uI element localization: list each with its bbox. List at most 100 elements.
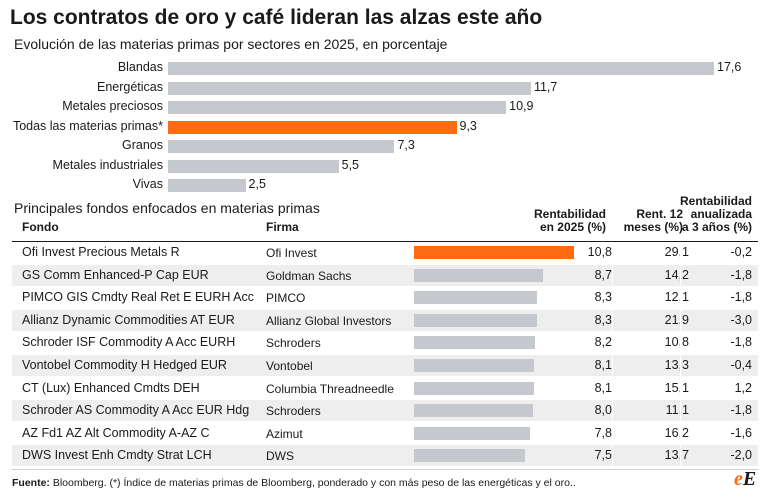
firm-cell: Schroders — [266, 404, 321, 419]
firm-cell: Columbia Threadneedle — [266, 381, 394, 396]
return-3y-cell: -1,8 — [730, 290, 752, 305]
sector-label: Granos — [122, 138, 163, 152]
sector-bar — [168, 140, 395, 153]
sector-bar-row: Granos 7,3 — [0, 137, 770, 156]
fund-name-cell: Ofi Invest Precious Metals R — [22, 245, 180, 259]
sector-bar — [168, 81, 531, 95]
return-3y-cell: -3,0 — [730, 312, 752, 327]
return-bar — [414, 268, 543, 282]
sector-label: Blandas — [117, 60, 163, 74]
return-bar — [414, 291, 537, 305]
sector-bar — [168, 179, 246, 192]
fund-name-cell: DWS Invest Enh Cmdty Strat LCH — [22, 448, 212, 463]
return-bar — [414, 246, 574, 259]
fund-name-cell: Schroder AS Commodity A Acc EUR Hdg — [22, 403, 250, 418]
return-3y-cell: -1,8 — [730, 267, 752, 282]
logo-letter-E: E — [742, 468, 757, 490]
fund-name-cell: AZ Fd1 AZ Alt Commodity A-AZ C — [22, 425, 210, 440]
fund-name-cell: CT (Lux) Enhanced Cmdts DEH — [22, 380, 200, 395]
return-bar — [414, 426, 530, 440]
header-r12-line1: Rent. 12 — [636, 207, 683, 221]
return-2025-cell: 8,3 — [594, 290, 612, 305]
header-fondo: Fondo — [22, 220, 59, 234]
return-2025-cell: 8,3 — [594, 312, 612, 327]
table-row: PIMCO GIS Cmdty Real Ret E EURH Acc PIMCO… — [12, 287, 758, 308]
return-bar — [414, 313, 537, 327]
return-12m-cell: 13,7 — [664, 448, 689, 463]
sector-bar — [168, 101, 507, 114]
table-row: AZ Fd1 AZ Alt Commodity A-AZ C Azimut 7,8 1… — [12, 423, 758, 444]
table-row: Schroder ISF Commodity A Acc EURH Schrode… — [12, 332, 758, 353]
table-title: Principales fondos enfocados en materias… — [14, 200, 320, 216]
return-bar — [414, 381, 534, 395]
firm-cell: Ofi Invest — [266, 246, 317, 260]
sector-bar — [168, 120, 457, 134]
header-r3-line3: a 3 años (%) — [681, 220, 752, 234]
return-3y-cell: -1,8 — [730, 403, 752, 418]
return-2025-cell: 8,1 — [594, 380, 612, 395]
firm-cell: PIMCO — [266, 291, 306, 306]
return-12m-cell: 16,2 — [664, 425, 689, 440]
sector-bar-row: Todas las materias primas* 9,3 — [0, 118, 770, 137]
sector-bar — [168, 159, 339, 173]
return-3y-cell: 1,2 — [734, 380, 752, 395]
sector-label: Energéticas — [96, 79, 163, 94]
return-12m-cell: 15,1 — [664, 380, 689, 395]
table-header-rule — [12, 241, 758, 242]
table-row: CT (Lux) Enhanced Cmdts DEH Columbia Thre… — [12, 378, 758, 399]
fund-name-cell: PIMCO GIS Cmdty Real Ret E EURH Acc — [22, 290, 254, 305]
return-12m-cell: 11,1 — [665, 403, 689, 418]
fund-name-cell: GS Comm Enhanced-P Cap EUR — [22, 267, 209, 282]
sector-bar-row: Metales preciosos 10,9 — [0, 98, 770, 117]
column-separator — [680, 242, 681, 468]
return-2025-cell: 8,2 — [594, 335, 612, 350]
return-2025-cell: 10,8 — [587, 245, 612, 259]
return-bar — [414, 359, 534, 372]
sector-value-label: 5,5 — [341, 157, 360, 172]
firm-cell: Azimut — [266, 426, 303, 441]
header-ret-line2: en 2025 (%) — [539, 220, 606, 234]
header-r3-line2: anualizada — [690, 207, 752, 221]
column-separator — [612, 242, 613, 468]
sector-value-label: 11,7 — [533, 79, 558, 94]
fund-name-cell: Allianz Dynamic Commodities AT EUR — [22, 312, 235, 327]
sector-value-label: 17,6 — [717, 60, 742, 74]
publisher-logo[interactable]: eE — [734, 468, 756, 491]
sector-value-label: 2,5 — [248, 177, 266, 191]
header-r12-line2: meses (%) — [623, 220, 683, 234]
return-bar — [414, 404, 533, 418]
source-text: Bloomberg. (*) Índice de materias primas… — [49, 477, 576, 489]
sector-bar-row: Blandas 17,6 — [0, 59, 770, 78]
firm-cell: DWS — [266, 449, 294, 464]
return-12m-cell: 29,1 — [664, 245, 689, 259]
return-12m-cell: 21,9 — [664, 312, 689, 327]
table-row: Vontobel Commodity H Hedged EUR Vontobel 8… — [12, 355, 758, 376]
table-row: Ofi Invest Precious Metals R Ofi Invest 10… — [12, 242, 758, 263]
return-3y-cell: -1,8 — [730, 335, 752, 350]
return-12m-cell: 13,3 — [664, 358, 689, 372]
sector-bar-row: Vivas 2,5 — [0, 176, 770, 195]
source-note: Fuente: Bloomberg. (*) Índice de materia… — [12, 477, 576, 489]
logo-letter-e: e — [734, 468, 743, 490]
return-2025-cell: 8,1 — [594, 358, 612, 372]
sector-label: Metales preciosos — [62, 99, 163, 113]
table-row: DWS Invest Enh Cmdty Strat LCH DWS 7,5 13,7… — [12, 445, 758, 467]
chart-subtitle: Evolución de las materias primas por sec… — [14, 36, 448, 52]
return-3y-cell: -0,4 — [730, 358, 752, 372]
return-2025-cell: 8,7 — [594, 267, 612, 282]
sector-bar-row: Energéticas 11,7 — [0, 79, 770, 98]
return-2025-cell: 8,0 — [594, 403, 612, 418]
sector-label: Vivas — [132, 177, 163, 191]
sector-value-label: 9,3 — [459, 118, 477, 133]
return-3y-cell: -0,2 — [730, 245, 752, 259]
header-ret-line1: Rentabilidad — [533, 207, 606, 221]
fund-name-cell: Schroder ISF Commodity A Acc EURH — [22, 335, 236, 350]
return-3y-cell: -2,0 — [730, 448, 752, 463]
return-12m-cell: 14,2 — [664, 267, 689, 282]
fund-name-cell: Vontobel Commodity H Hedged EUR — [22, 358, 227, 372]
sector-bar-row: Metales industriales 5,5 — [0, 157, 770, 176]
table-row: Allianz Dynamic Commodities AT EUR Allian… — [12, 309, 758, 331]
header-r3-line1: Rentabilidad — [679, 194, 752, 208]
return-bar — [414, 336, 536, 350]
return-bar — [414, 449, 526, 463]
